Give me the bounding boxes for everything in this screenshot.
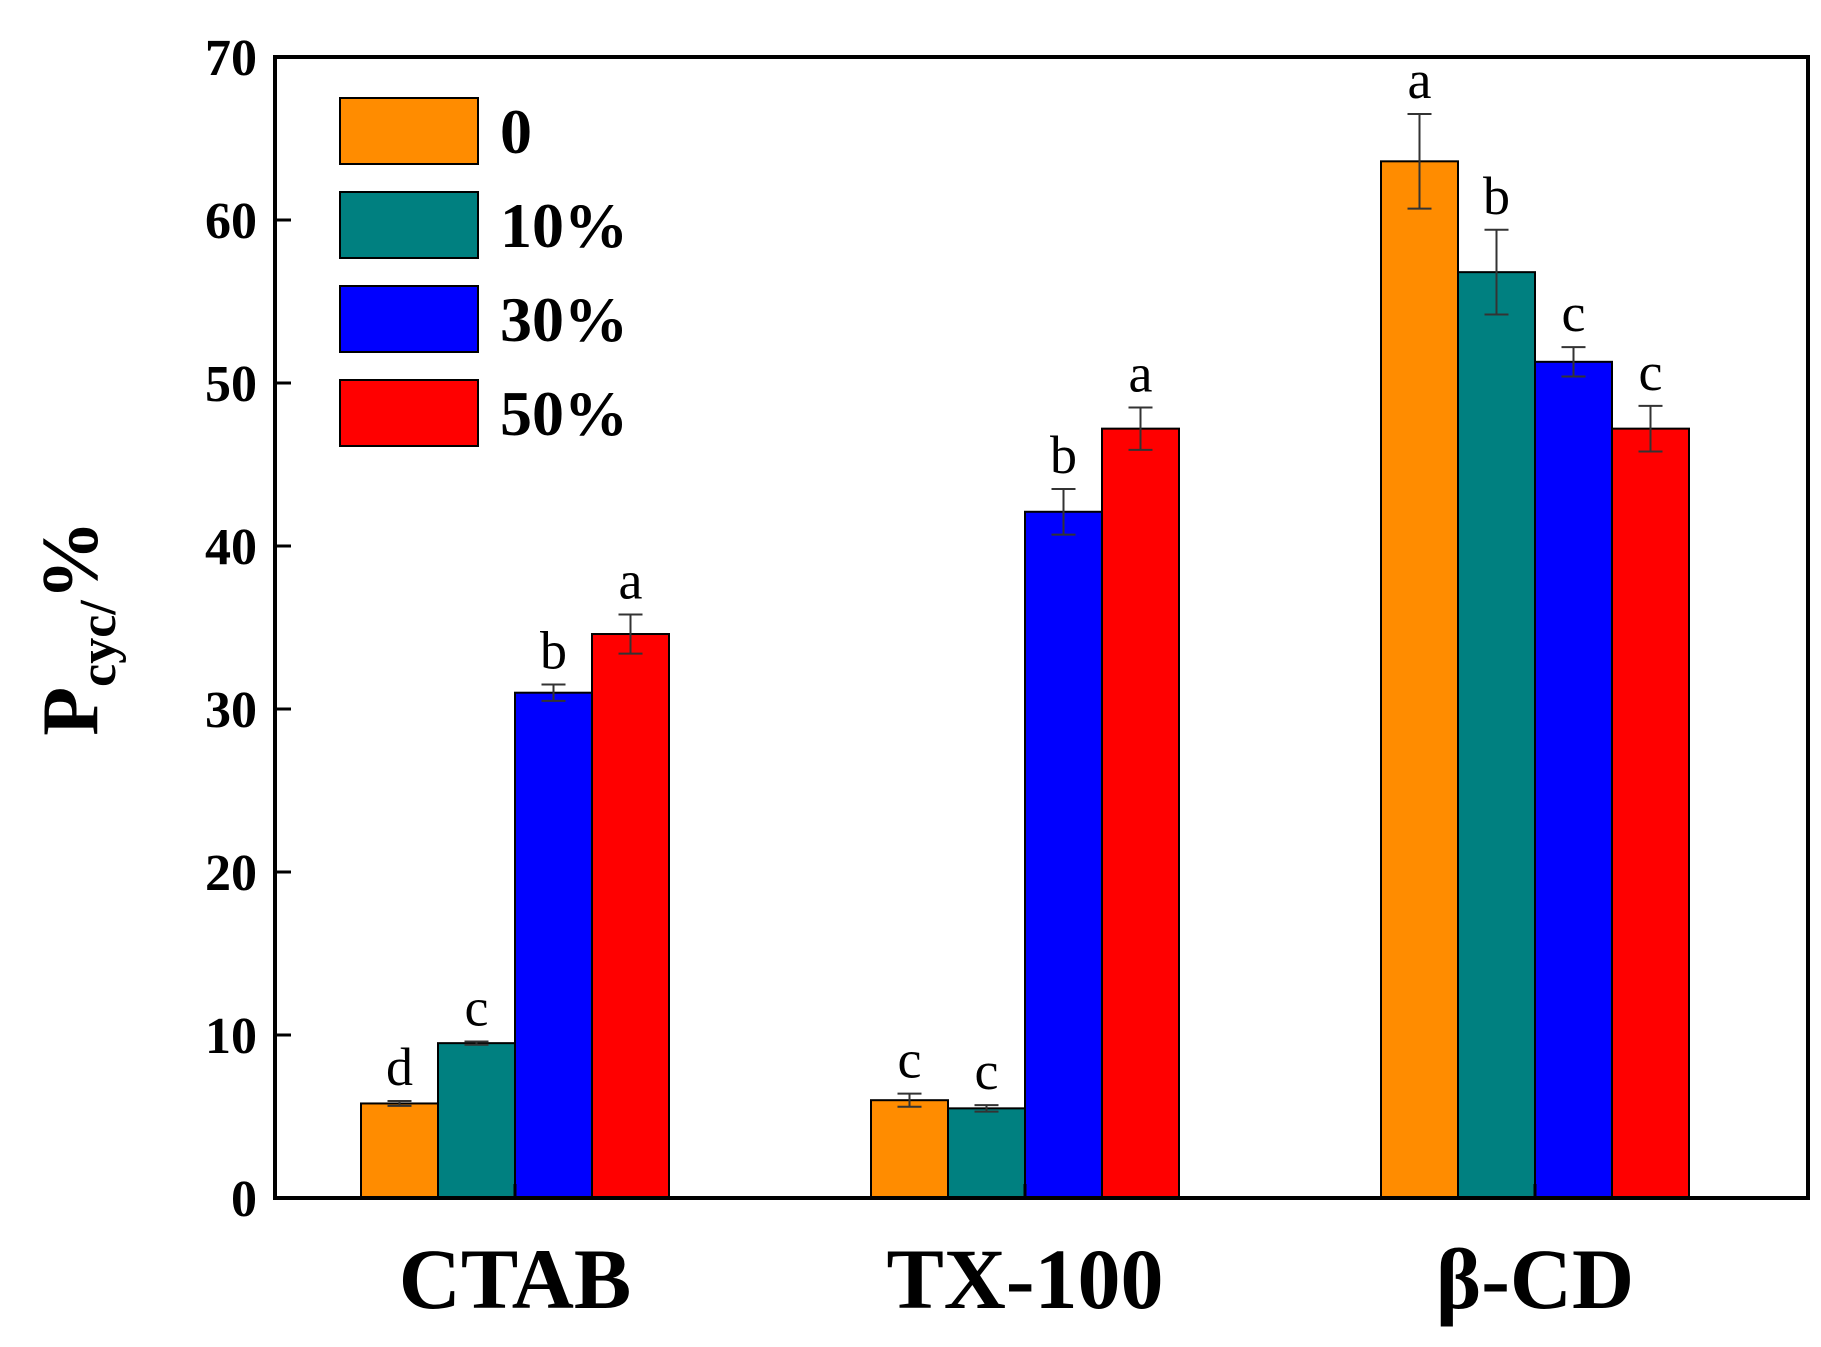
significance-letter-CTAB-50%: a: [619, 550, 643, 610]
legend-swatch-30%: [339, 285, 479, 353]
x-category-label-β-CD: β-CD: [1436, 1231, 1634, 1327]
legend-swatch-0: [339, 97, 479, 165]
significance-letter-β-CD-0: a: [1408, 50, 1432, 110]
significance-letter-TX-100-30%: b: [1050, 425, 1077, 485]
legend-swatch-10%: [339, 191, 479, 259]
bar-β-CD-0: [1380, 160, 1459, 1200]
significance-letter-TX-100-10%: c: [975, 1041, 999, 1101]
significance-letter-β-CD-10%: b: [1483, 166, 1510, 226]
bar-CTAB-30%: [514, 691, 593, 1199]
legend-label-50%: 50%: [500, 378, 628, 449]
x-category-label-CTAB: CTAB: [399, 1231, 632, 1327]
y-tick-label-30: 30: [205, 682, 257, 739]
bar-CTAB-0: [360, 1102, 439, 1199]
bar-CTAB-10%: [437, 1042, 516, 1200]
y-axis-label-subscript: cyc/: [70, 600, 127, 687]
y-tick-label-0: 0: [231, 1171, 257, 1228]
significance-letter-β-CD-30%: c: [1562, 283, 1586, 343]
legend-label-10%: 10%: [500, 190, 628, 261]
x-category-label-TX-100: TX-100: [886, 1231, 1163, 1327]
significance-letter-β-CD-50%: c: [1639, 342, 1663, 402]
legend-swatch-50%: [339, 379, 479, 447]
legend-label-30%: 30%: [500, 284, 628, 355]
significance-letter-TX-100-0: c: [898, 1030, 922, 1090]
y-tick-label-60: 60: [205, 193, 257, 250]
bar-TX-100-30%: [1024, 510, 1103, 1199]
y-axis-label-main: P: [27, 687, 115, 736]
y-tick-label-40: 40: [205, 519, 257, 576]
significance-letter-TX-100-50%: a: [1129, 343, 1153, 403]
bar-TX-100-0: [870, 1099, 949, 1199]
bar-CTAB-50%: [591, 633, 670, 1199]
bar-β-CD-50%: [1611, 427, 1690, 1199]
y-axis-label-suffix: %: [27, 520, 115, 600]
bar-TX-100-10%: [947, 1107, 1026, 1199]
y-tick-label-70: 70: [205, 30, 257, 87]
bar-β-CD-30%: [1534, 360, 1613, 1199]
significance-letter-CTAB-10%: c: [465, 978, 489, 1038]
y-tick-label-50: 50: [205, 356, 257, 413]
plot-frame: [273, 55, 1810, 1200]
significance-letter-CTAB-30%: b: [540, 621, 567, 681]
significance-letter-CTAB-0: d: [386, 1037, 413, 1097]
y-tick-label-20: 20: [205, 845, 257, 902]
legend-label-0: 0: [500, 96, 532, 167]
y-axis-label: Pcyc/%: [27, 520, 127, 735]
bar-TX-100-50%: [1101, 427, 1180, 1199]
y-tick-label-10: 10: [205, 1008, 257, 1065]
bar-β-CD-10%: [1457, 271, 1536, 1200]
